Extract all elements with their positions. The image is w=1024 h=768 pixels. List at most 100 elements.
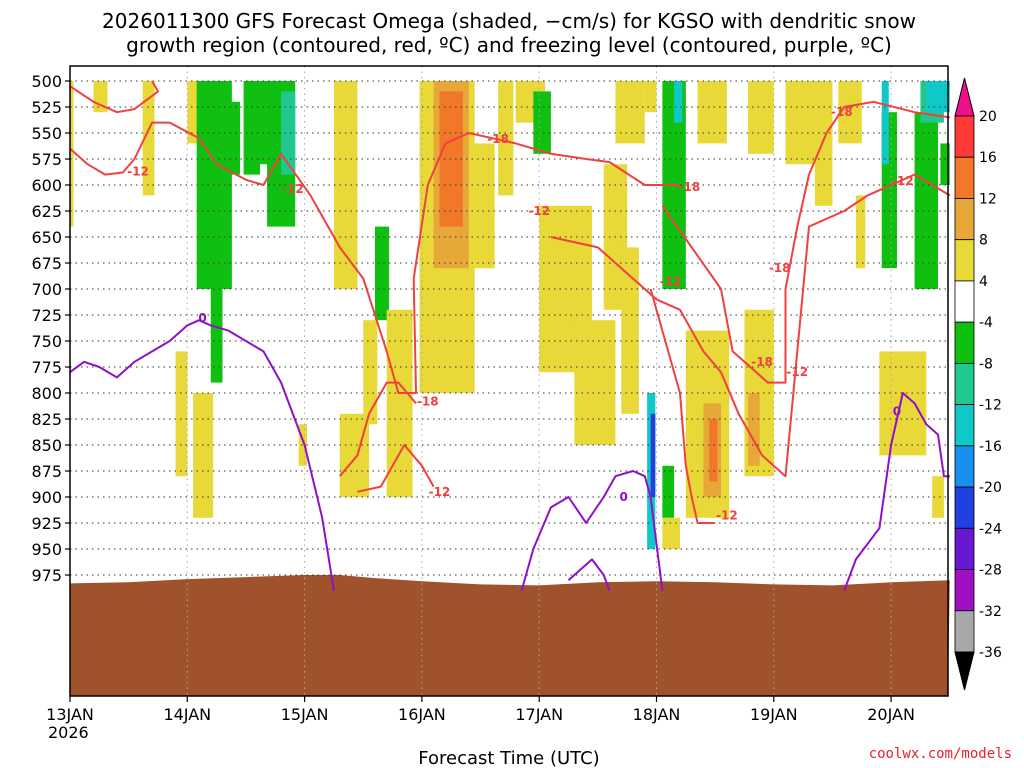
colorbar-bin-1 <box>954 156 975 199</box>
y-tick-label-950: 950 <box>31 540 62 559</box>
omega-patch-37 <box>662 465 675 518</box>
terrain-fill <box>70 575 950 696</box>
contour-label-3: -12 <box>528 204 550 218</box>
colorbar-bin-6 <box>954 362 975 406</box>
x-tick-label-15JAN: 15JAN <box>281 705 329 724</box>
omega-patch-54 <box>940 143 950 185</box>
colorbar-label-4: 4 <box>979 274 988 290</box>
x-axis-label: Forecast Time (UTC) <box>418 748 599 768</box>
omega-patch-27 <box>574 320 616 445</box>
y-tick-label-775: 775 <box>31 358 62 377</box>
contour-labels: -12 -12 -18 -12 -18 -12 -18 -12 -18 -18 -12 -18 -12 -… <box>127 105 913 523</box>
omega-patch-51 <box>914 112 939 289</box>
dgz-contour-5 <box>339 381 417 477</box>
omega-patch-13 <box>298 424 307 466</box>
colorbar: 20 16 12 8 4 -4 -8 -12 -16 -20 -24 -28 -32 -36 <box>954 77 1002 691</box>
y-tick-label-800: 800 <box>31 384 62 403</box>
omega-patch-2 <box>142 81 155 196</box>
omega-patch-5 <box>193 393 214 518</box>
omega-patch-12 <box>281 91 296 175</box>
y-tick-label-875: 875 <box>31 462 62 481</box>
omega-patch-25 <box>533 91 551 154</box>
colorbar-label-1: 16 <box>979 150 997 166</box>
y-tick-label-575: 575 <box>31 150 62 169</box>
y-tick-label-500: 500 <box>31 72 62 91</box>
x-tick-label-14JAN: 14JAN <box>163 705 211 724</box>
dgz-contour-1 <box>69 121 680 394</box>
colorbar-bin-0 <box>954 115 975 158</box>
dgz-contour-2 <box>661 100 950 384</box>
y-tick-label-925: 925 <box>31 514 62 533</box>
y-tick-label-900: 900 <box>31 488 62 507</box>
contour-label-10: -12 <box>786 365 808 379</box>
gridlines <box>70 66 948 696</box>
omega-patch-56 <box>932 476 944 518</box>
dgz-contour-6 <box>649 288 716 524</box>
chart-title-line-1: 2026011300 GFS Forecast Omega (shaded, −… <box>102 9 916 33</box>
y-tick-label-725: 725 <box>31 306 62 325</box>
omega-patch-53 <box>926 81 950 113</box>
colorbar-label-9: -20 <box>979 480 1002 496</box>
omega-patch-47 <box>838 81 862 144</box>
freezing-contour-2 <box>843 392 950 591</box>
omega-patch-18 <box>386 309 413 497</box>
colorbar-label-13: -36 <box>979 645 1002 661</box>
contour-label-12: -12 <box>892 174 914 188</box>
freezing-contour-0 <box>69 319 335 591</box>
contour-label-7: -12 <box>660 275 682 289</box>
colorbar-bin-10 <box>954 527 975 570</box>
x-tick-label-16JAN: 16JAN <box>398 705 446 724</box>
x-tick-label-17JAN: 17JAN <box>515 705 563 724</box>
omega-patch-41 <box>709 419 718 482</box>
omega-patch-22 <box>471 143 495 269</box>
dgz-contour-0 <box>69 80 159 114</box>
colorbar-bin-8 <box>954 445 975 488</box>
credit-text: coolwx.com/models <box>869 746 1012 762</box>
colorbar-label-6: -8 <box>979 356 993 372</box>
omega-patch-31 <box>644 81 657 113</box>
freezing-contour-1 <box>520 470 664 591</box>
y-tick-label-825: 825 <box>31 410 62 429</box>
y-tick-label-550: 550 <box>31 124 62 143</box>
omega-patch-23 <box>498 81 514 196</box>
contour-label-11: -18 <box>831 105 853 119</box>
contour-label-4: -18 <box>417 394 439 408</box>
colorbar-bin-7 <box>954 404 975 447</box>
x-tick-label-18JAN: 18JAN <box>633 705 681 724</box>
x-axis-ticks: 13JAN 14JAN 15JAN 16JAN 17JAN 18JAN 19JAN 20JAN <box>46 696 915 724</box>
colorbar-bin-12 <box>954 610 975 653</box>
contour-label-13: -12 <box>716 509 738 523</box>
contour-label-6: -18 <box>679 180 701 194</box>
chart-title-line-2: growth region (contoured, red, ºC) and f… <box>126 33 892 57</box>
omega-patch-8 <box>228 101 241 175</box>
contour-label-15: 0 <box>619 490 627 504</box>
contour-label-8: -18 <box>751 355 773 369</box>
contour-label-0: -12 <box>127 164 149 178</box>
y-tick-label-700: 700 <box>31 280 62 299</box>
contour-label-16: 0 <box>893 405 901 419</box>
y-tick-label-625: 625 <box>31 202 62 221</box>
y-tick-label-975: 975 <box>31 566 62 585</box>
omega-patch-3 <box>175 351 188 477</box>
colorbar-label-3: 8 <box>979 233 988 249</box>
freezing-contour-3 <box>567 558 611 591</box>
dgz-contour-3 <box>550 173 951 478</box>
contour-label-5: -12 <box>429 485 451 499</box>
omega-patch-14 <box>374 226 390 321</box>
colorbar-bin-5 <box>954 321 975 364</box>
omega-patch-48 <box>855 195 866 269</box>
x-tick-label-20JAN: 20JAN <box>867 705 915 724</box>
omega-patch-50 <box>881 81 889 165</box>
omega-patch-7 <box>210 289 223 383</box>
y-axis-ticks: 500 525 550 575 600 625 650 675 700 725 750 775 800 8… <box>31 72 70 585</box>
colorbar-bin-9 <box>954 486 975 529</box>
y-tick-label-600: 600 <box>31 176 62 195</box>
colorbar-label-10: -24 <box>979 521 1002 537</box>
colorbar-label-5: -4 <box>979 315 993 331</box>
dgz-contour-4 <box>357 444 435 493</box>
omega-patch-55 <box>879 351 927 456</box>
freezing-level-contours <box>69 319 950 591</box>
plot-frame <box>69 65 949 697</box>
x-tick-label-19JAN: 19JAN <box>750 705 798 724</box>
omega-patch-21 <box>439 91 463 227</box>
